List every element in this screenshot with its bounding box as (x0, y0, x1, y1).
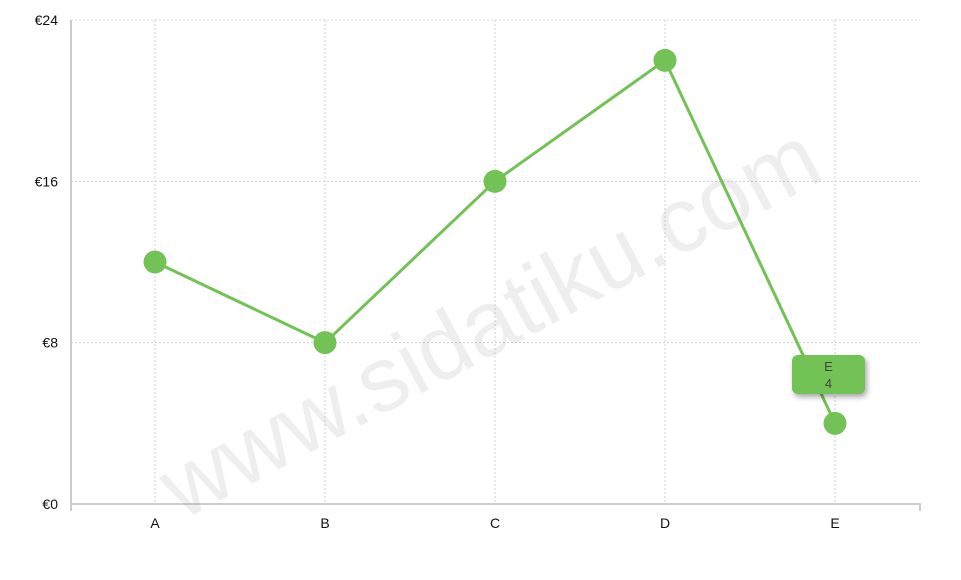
data-points (143, 48, 847, 435)
data-point (823, 411, 847, 435)
line-chart: €0 €8 €16 €24 A B C D E (35, 12, 921, 531)
y-tick-labels: €0 €8 €16 €24 (35, 12, 59, 512)
data-point (143, 250, 167, 274)
x-tick-label: E (830, 515, 839, 531)
y-tick-label: €0 (42, 496, 58, 512)
data-point (653, 48, 677, 72)
data-tooltip: E 4 (792, 355, 865, 394)
data-point (313, 331, 337, 355)
y-tick-label: €8 (42, 335, 58, 351)
x-tick-label: B (320, 515, 329, 531)
y-tick-label: €16 (35, 173, 59, 189)
data-point (483, 169, 507, 193)
y-tick-label: €24 (35, 12, 59, 28)
x-tick-label: D (660, 515, 670, 531)
x-tick-label: C (490, 515, 500, 531)
tooltip-value: 4 (824, 376, 833, 391)
tooltip-category: E (824, 359, 833, 374)
x-tick-labels: A B C D E (150, 515, 839, 531)
grid-lines (71, 19, 920, 504)
x-tick-label: A (150, 515, 160, 531)
axes (70, 20, 921, 511)
